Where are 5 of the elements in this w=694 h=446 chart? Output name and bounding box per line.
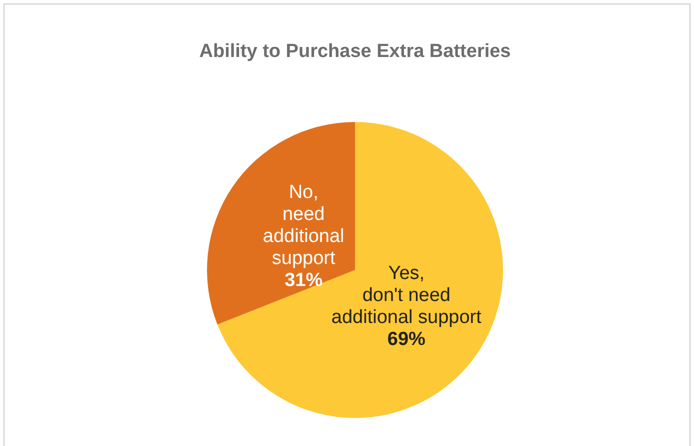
data-label: 31% <box>284 270 323 292</box>
data-label: 69% <box>387 328 426 350</box>
pie-slice <box>217 122 503 418</box>
chart-title: Ability to Purchase Extra Batteries <box>199 41 511 62</box>
slice-label: No, need additional support <box>262 182 344 270</box>
